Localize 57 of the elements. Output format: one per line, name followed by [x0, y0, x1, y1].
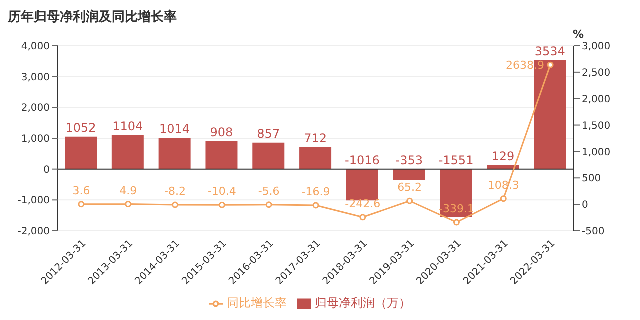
point	[360, 214, 366, 221]
legend-label: 归母净利润（万）	[315, 296, 411, 310]
data-label: -5.6	[258, 184, 280, 198]
data-label: -353	[396, 153, 423, 168]
y-tick-label: 4,000	[21, 42, 50, 53]
point	[547, 62, 554, 68]
y-tick-label: 0	[44, 164, 50, 176]
data-label: 129	[492, 149, 515, 164]
y-tick-label: 3,000	[21, 72, 50, 84]
y-tick-label: 2,000	[21, 103, 50, 114]
point	[453, 219, 460, 226]
data-label: 3.6	[72, 184, 90, 198]
data-label: -1551	[438, 153, 474, 168]
data-label: 65.2	[398, 181, 422, 194]
y-tick-label: 1,000	[21, 134, 50, 146]
y2-tick-label: 3,000	[582, 42, 611, 53]
data-label: 1052	[66, 120, 96, 135]
chart-title: 历年归母净利润及同比增长率	[8, 8, 177, 26]
bar	[158, 138, 191, 170]
data-label: 3534	[534, 44, 566, 58]
bar	[346, 169, 378, 201]
point	[125, 201, 132, 208]
bar	[206, 141, 238, 170]
y2-tick-label: 0	[582, 200, 588, 212]
y2-axis-title: %	[572, 28, 584, 41]
point	[500, 196, 507, 202]
data-label: 857	[257, 126, 280, 141]
point	[78, 201, 85, 208]
y2-tick-label: 1,000	[582, 147, 611, 158]
bar	[252, 142, 285, 170]
y2-tick-label: 2,500	[582, 68, 611, 79]
data-label: 712	[304, 131, 327, 146]
y2-tick-label: -500	[582, 226, 605, 238]
point	[172, 202, 179, 208]
data-label: 908	[210, 125, 234, 140]
y-tick-label: -1,000	[18, 196, 50, 207]
data-label: 1014	[160, 122, 190, 136]
point	[406, 198, 414, 204]
data-label: -8.2	[164, 185, 186, 198]
data-label: -242.6	[345, 197, 381, 210]
bar	[65, 136, 97, 170]
point	[312, 202, 320, 209]
data-label: 1104	[112, 119, 144, 134]
y2-tick-label: 500	[582, 174, 602, 185]
bar	[393, 169, 426, 180]
data-label: -10.4	[208, 185, 236, 198]
legend-label: 同比增长率	[227, 296, 287, 310]
data-label: 4.9	[120, 184, 138, 198]
point	[266, 202, 272, 208]
y2-tick-label: 1,500	[582, 120, 611, 132]
bar	[112, 135, 144, 170]
data-label: -1016	[345, 153, 380, 168]
y2-tick-label: 2,000	[582, 94, 611, 106]
data-label: -16.9	[302, 185, 330, 198]
y-tick-label: -2,000	[18, 226, 50, 238]
bar	[300, 147, 332, 170]
point	[218, 202, 226, 208]
